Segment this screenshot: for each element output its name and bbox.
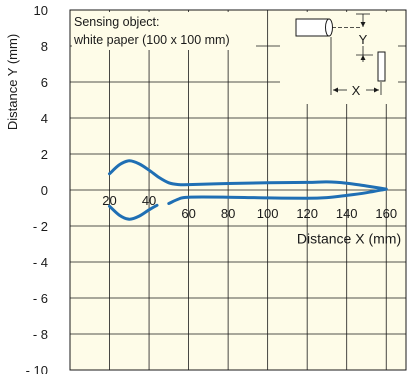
diagram-x-label: X — [352, 83, 361, 98]
x-tick-label: 100 — [257, 206, 279, 221]
sensor-lens — [326, 19, 333, 36]
y-tick-label: 2 — [41, 147, 48, 162]
sensor-diagram: Y X — [280, 12, 398, 104]
annotation-line-2: white paper (100 x 100 mm) — [73, 33, 230, 47]
x-tick-label: 160 — [375, 206, 397, 221]
y-tick-label: - 10 — [26, 363, 48, 374]
y-tick-label: 8 — [41, 39, 48, 54]
x-axis-label: Distance X (mm) — [297, 231, 401, 247]
y-tick-label: - 4 — [33, 255, 48, 270]
annotation-box: Sensing object: white paper (100 x 100 m… — [72, 12, 256, 50]
y-tick-label: 4 — [41, 111, 48, 126]
y-tick-label: - 8 — [33, 327, 48, 342]
x-tick-label: 140 — [336, 206, 358, 221]
x-tick-label: 80 — [221, 206, 235, 221]
sensor-body — [296, 19, 329, 36]
y-tick-label: 6 — [41, 75, 48, 90]
diagram-y-label: Y — [359, 32, 368, 47]
x-tick-label: 60 — [181, 206, 195, 221]
y-tick-label: - 2 — [33, 219, 48, 234]
y-axis-label: Distance Y (mm) — [5, 34, 20, 130]
target-paper — [378, 52, 385, 81]
y-tick-label: 10 — [34, 3, 48, 18]
y-tick-label: - 6 — [33, 291, 48, 306]
x-tick-label: 120 — [296, 206, 318, 221]
annotation-line-1: Sensing object: — [74, 15, 159, 29]
y-tick-label: 0 — [41, 183, 48, 198]
